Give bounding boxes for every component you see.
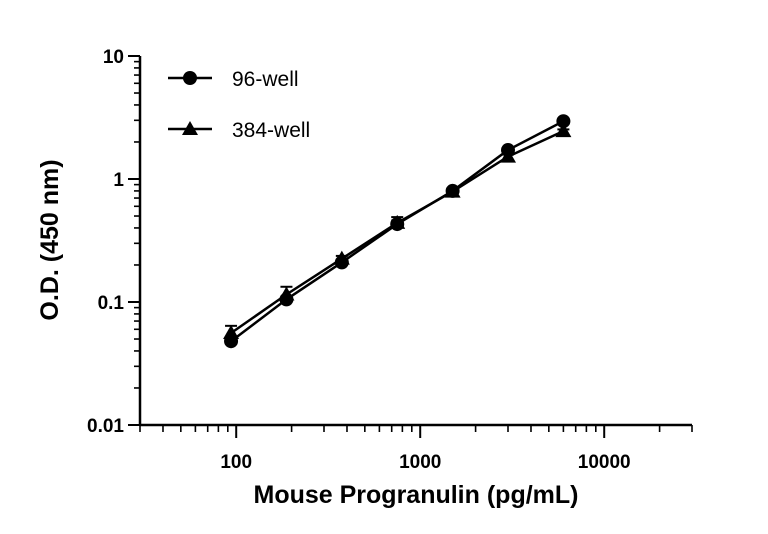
axes <box>138 56 692 427</box>
x-axis-title: Mouse Progranulin (pg/mL) <box>254 481 579 509</box>
x-tick-label: 100 <box>220 452 252 473</box>
legend-label-384-well: 384-well <box>232 119 310 142</box>
y-tick-label: 0.01 <box>87 416 124 437</box>
series <box>223 114 572 349</box>
series-96-well <box>224 114 571 349</box>
legend-item-96-well: 96-well <box>168 68 299 91</box>
data-point-384-well <box>555 123 572 138</box>
data-point-384-well <box>444 183 461 198</box>
legend-item-384-well: 384-well <box>168 119 310 142</box>
y-axis-title: O.D. (450 nm) <box>36 159 64 320</box>
legend-marker-384-well <box>182 121 198 135</box>
x-tick-label: 10000 <box>578 452 631 473</box>
y-tick-label: 0.1 <box>98 293 125 314</box>
legend-label-96-well: 96-well <box>232 68 299 91</box>
data-point-384-well <box>389 214 406 229</box>
data-point-96-well <box>556 114 571 129</box>
data-point-384-well <box>223 324 240 339</box>
ticks: 0.01 0.1 1 10 100 1000 10000 <box>87 47 693 473</box>
data-point-384-well <box>278 286 295 301</box>
legend: 96-well 384-well <box>168 68 310 142</box>
y-tick-label: 1 <box>113 170 124 191</box>
legend-marker-96-well <box>183 71 197 85</box>
series-384-well <box>223 123 572 339</box>
data-point-384-well <box>333 250 350 265</box>
data-point-384-well <box>500 148 516 163</box>
x-tick-label: 1000 <box>399 452 441 473</box>
y-tick-label: 10 <box>103 47 124 68</box>
